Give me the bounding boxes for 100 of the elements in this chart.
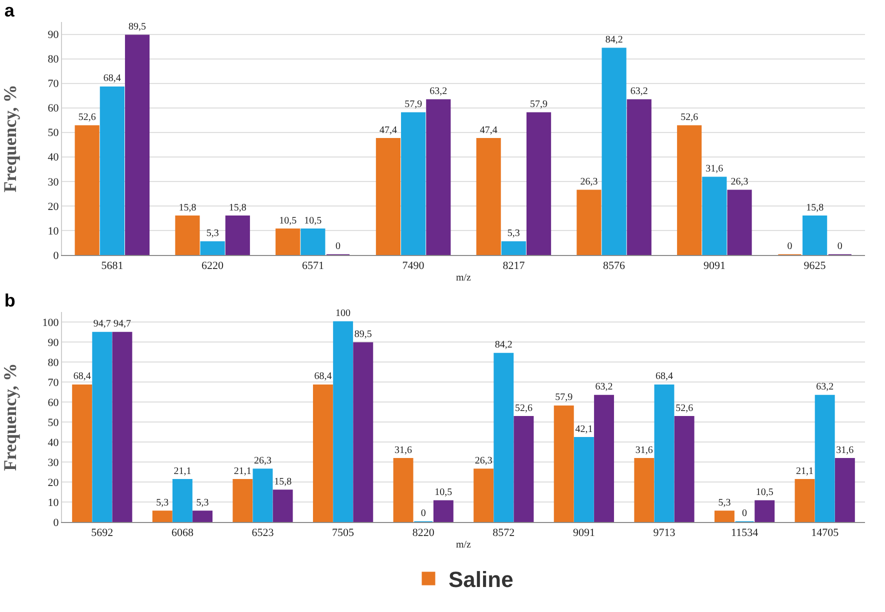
y-tick-label: 30 xyxy=(48,176,60,188)
y-tick-label: 20 xyxy=(48,476,60,489)
data-label: 31,6 xyxy=(706,164,724,174)
data-label: 15,8 xyxy=(228,202,246,214)
bar xyxy=(677,125,702,255)
data-label: 0 xyxy=(837,241,842,252)
bar xyxy=(100,86,124,255)
x-axis-title: m/z xyxy=(456,540,472,551)
x-tick-label: 6068 xyxy=(171,527,194,540)
bar xyxy=(175,216,200,255)
data-label: 5,3 xyxy=(718,497,731,508)
data-label: 94,7 xyxy=(113,318,131,330)
y-tick-label: 10 xyxy=(48,225,60,238)
data-label: 5,3 xyxy=(206,228,219,239)
x-tick-label: 5692 xyxy=(91,527,114,540)
data-label: 21,1 xyxy=(174,466,192,477)
x-tick-label: 7490 xyxy=(402,260,425,272)
data-label: 52,6 xyxy=(514,402,532,414)
x-tick-label: 5681 xyxy=(101,260,124,272)
bar xyxy=(426,99,451,255)
data-label: 63,2 xyxy=(816,382,834,393)
chart-title: b xyxy=(4,290,16,311)
data-label: 47,4 xyxy=(379,124,397,136)
bar xyxy=(794,479,815,522)
data-label: 47,4 xyxy=(480,124,498,136)
data-label: 31,6 xyxy=(836,444,854,456)
bar xyxy=(494,352,514,522)
y-tick-label: 60 xyxy=(48,396,60,409)
data-label: 10,5 xyxy=(434,487,452,498)
y-axis-title: Frequency, % xyxy=(0,363,20,471)
x-axis-title: m/z xyxy=(456,272,472,284)
data-label: 68,4 xyxy=(314,371,332,382)
data-label: 15,8 xyxy=(178,202,196,214)
data-label: 5,3 xyxy=(507,228,520,239)
x-tick-label: 6571 xyxy=(302,260,324,272)
chart-title: a xyxy=(4,0,16,21)
bar xyxy=(576,190,602,255)
bar xyxy=(514,416,534,522)
x-tick-label: 8217 xyxy=(502,260,526,272)
bar xyxy=(834,458,855,522)
y-tick-label: 90 xyxy=(48,336,60,349)
data-label: 94,7 xyxy=(93,318,111,330)
data-label: 63,2 xyxy=(595,382,613,393)
bar xyxy=(634,458,654,522)
bar xyxy=(72,384,92,522)
x-tick-label: 6220 xyxy=(202,260,224,272)
x-tick-label: 14705 xyxy=(811,527,840,540)
bar xyxy=(802,216,828,255)
data-label: 0 xyxy=(742,508,748,519)
y-tick-label: 80 xyxy=(48,54,60,66)
data-label: 63,2 xyxy=(430,86,448,97)
bar xyxy=(674,416,694,522)
data-label: 26,3 xyxy=(474,455,492,466)
bar xyxy=(501,241,526,255)
y-tick-label: 10 xyxy=(48,496,60,509)
bar xyxy=(172,479,192,522)
bar xyxy=(526,112,552,255)
x-tick-label: 9091 xyxy=(703,260,726,272)
bar xyxy=(192,510,213,522)
bar xyxy=(92,332,112,522)
data-label: 84,2 xyxy=(605,34,623,46)
data-label: 0 xyxy=(420,508,426,519)
y-tick-label: 40 xyxy=(48,152,60,164)
bar xyxy=(276,228,300,255)
bar xyxy=(602,48,626,255)
x-tick-label: 8220 xyxy=(412,527,435,540)
data-label: 57,9 xyxy=(404,98,422,110)
data-label: 100 xyxy=(336,308,351,319)
bar xyxy=(112,332,132,522)
y-tick-label: 30 xyxy=(48,456,60,469)
data-label: 26,3 xyxy=(580,176,598,188)
data-label: 57,9 xyxy=(530,98,548,110)
bar xyxy=(654,384,674,522)
x-tick-label: 11534 xyxy=(731,527,759,540)
bar xyxy=(476,138,501,255)
bar xyxy=(124,34,150,255)
y-tick-label: 0 xyxy=(53,516,60,529)
data-label: 68,4 xyxy=(656,371,673,382)
data-label: 42,1 xyxy=(575,424,593,435)
bar xyxy=(312,384,333,522)
data-label: 10,5 xyxy=(756,487,774,498)
x-tick-label: 9625 xyxy=(804,260,826,272)
bar xyxy=(74,125,100,255)
data-label: 57,9 xyxy=(555,392,573,404)
data-label: 5,3 xyxy=(156,497,169,508)
bar xyxy=(626,99,652,255)
y-tick-label: 80 xyxy=(48,356,60,369)
bar xyxy=(300,228,326,255)
bar xyxy=(554,405,574,522)
y-tick-label: 20 xyxy=(48,200,60,213)
x-tick-label: 9713 xyxy=(653,527,676,540)
data-label: 31,6 xyxy=(635,444,653,456)
x-tick-label: 8572 xyxy=(492,527,515,540)
data-label: 52,6 xyxy=(676,402,694,414)
bar xyxy=(594,394,614,522)
y-tick-label: 0 xyxy=(53,250,60,262)
data-label: 0 xyxy=(336,241,341,252)
data-label: 26,3 xyxy=(730,176,748,188)
x-tick-label: 6523 xyxy=(252,527,274,540)
bar xyxy=(714,510,734,522)
